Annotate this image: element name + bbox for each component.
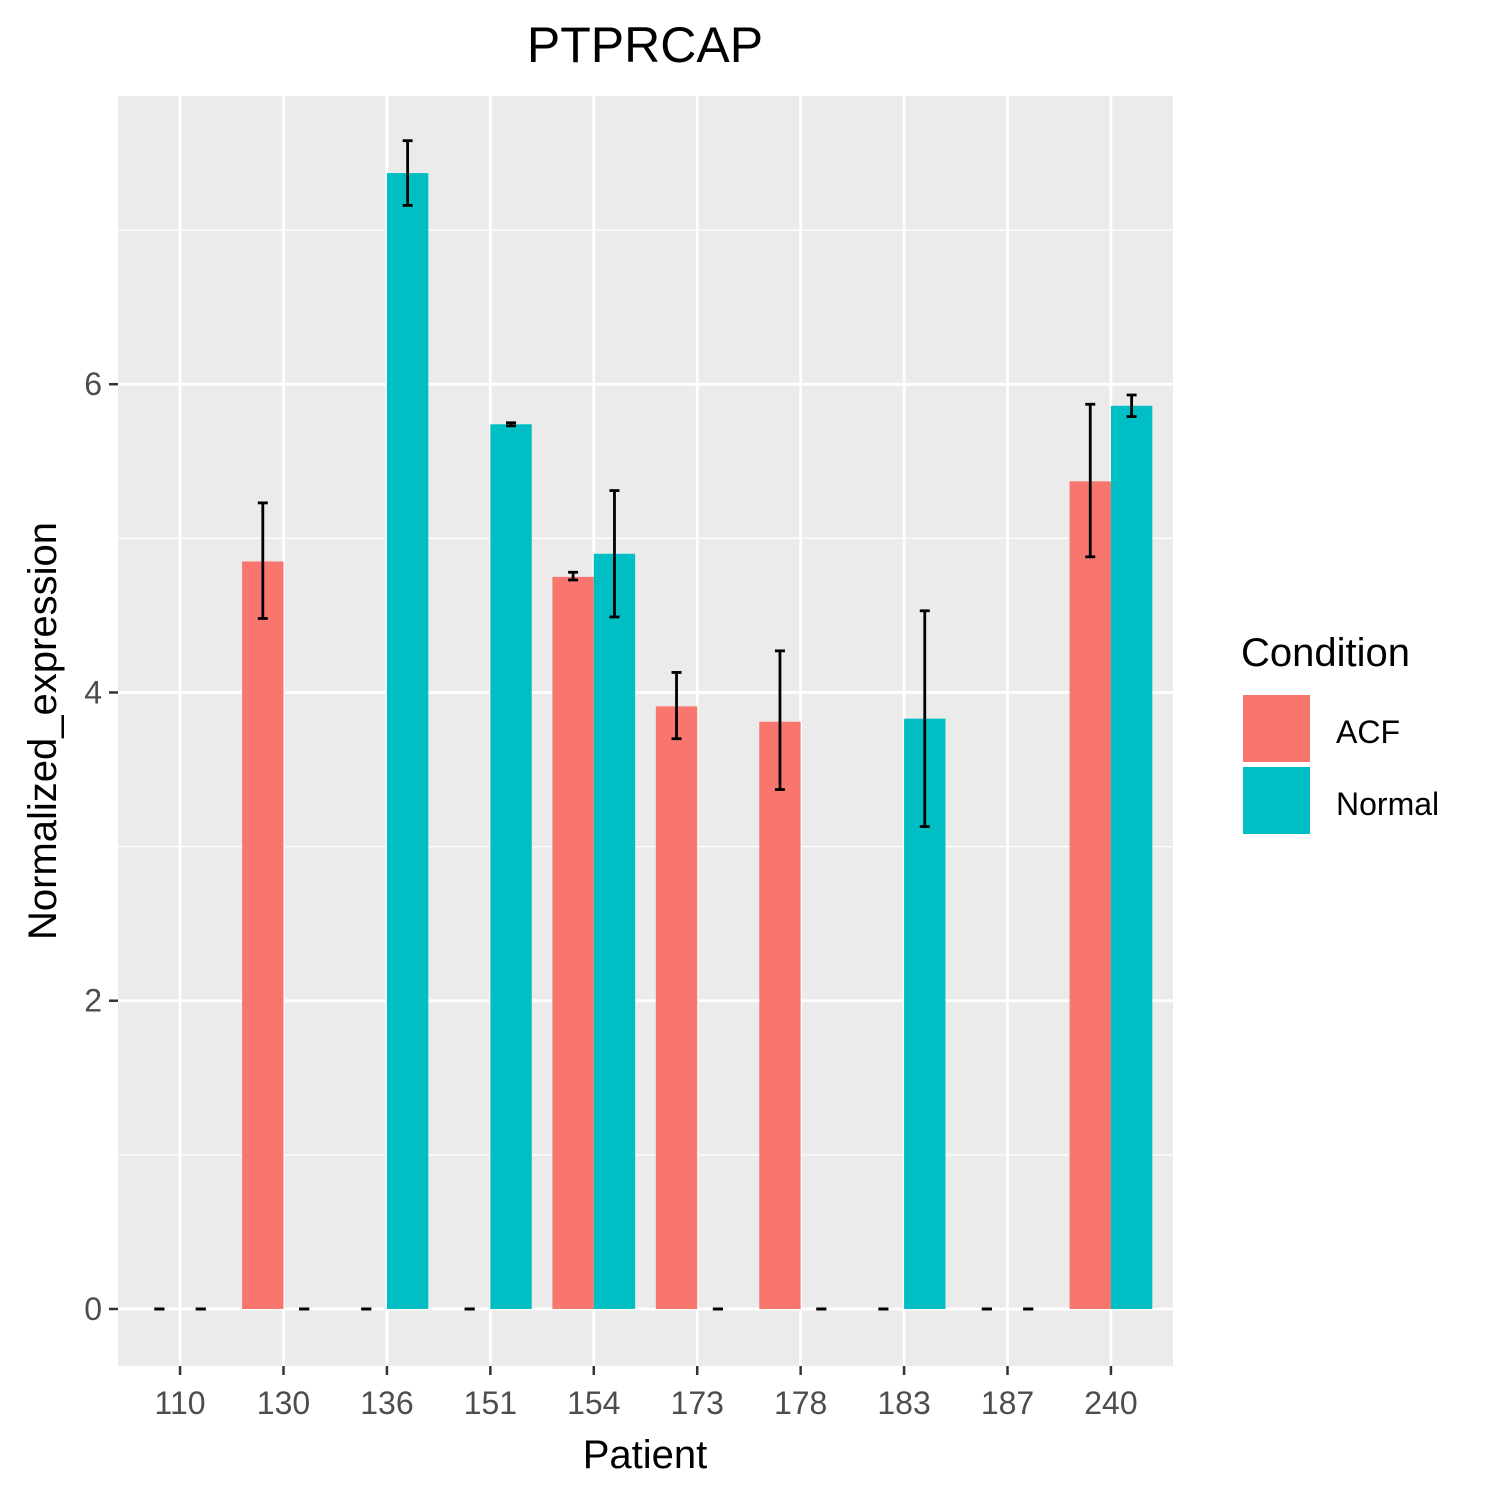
legend-label-acf: ACF (1336, 714, 1400, 750)
x-tick-label: 240 (1084, 1385, 1137, 1421)
y-tick-label: 4 (84, 674, 102, 710)
bar-normal-151 (490, 424, 532, 1309)
legend-key-normal (1243, 767, 1310, 834)
bar-acf-130 (242, 561, 284, 1309)
y-tick-label: 6 (84, 366, 102, 402)
bar-acf-154 (552, 576, 594, 1309)
x-tick-label: 187 (981, 1385, 1034, 1421)
x-tick-label: 154 (567, 1385, 620, 1421)
x-tick-label: 178 (774, 1385, 827, 1421)
bar-acf-173 (655, 706, 698, 1309)
legend: Condition ACF Normal (1241, 631, 1439, 834)
legend-label-normal: Normal (1336, 786, 1439, 822)
y-tick-label: 2 (84, 983, 102, 1019)
x-axis: 110 130 136 151 154 173 178 183 187 240 (155, 1366, 1138, 1421)
x-tick-label: 130 (257, 1385, 310, 1421)
x-tick-label: 151 (464, 1385, 517, 1421)
bar-normal-136 (386, 173, 429, 1309)
y-tick-label: 0 (84, 1291, 102, 1327)
y-axis: 0 2 4 6 (84, 366, 118, 1327)
chart-title: PTPRCAP (527, 17, 763, 73)
legend-key-acf (1243, 695, 1310, 762)
bars (242, 173, 1153, 1309)
legend-title: Condition (1241, 631, 1410, 675)
bar-normal-154 (593, 553, 636, 1309)
x-tick-label: 110 (155, 1385, 206, 1421)
bar-normal-240 (1110, 405, 1153, 1309)
x-tick-label: 183 (877, 1385, 930, 1421)
y-axis-title: Normalized_expression (21, 522, 65, 940)
x-tick-label: 136 (360, 1385, 413, 1421)
x-tick-label: 173 (671, 1385, 724, 1421)
bar-acf-178 (759, 721, 801, 1309)
error-bars (154, 139, 1137, 1311)
x-axis-title: Patient (583, 1433, 708, 1477)
bar-acf-240 (1069, 481, 1111, 1309)
